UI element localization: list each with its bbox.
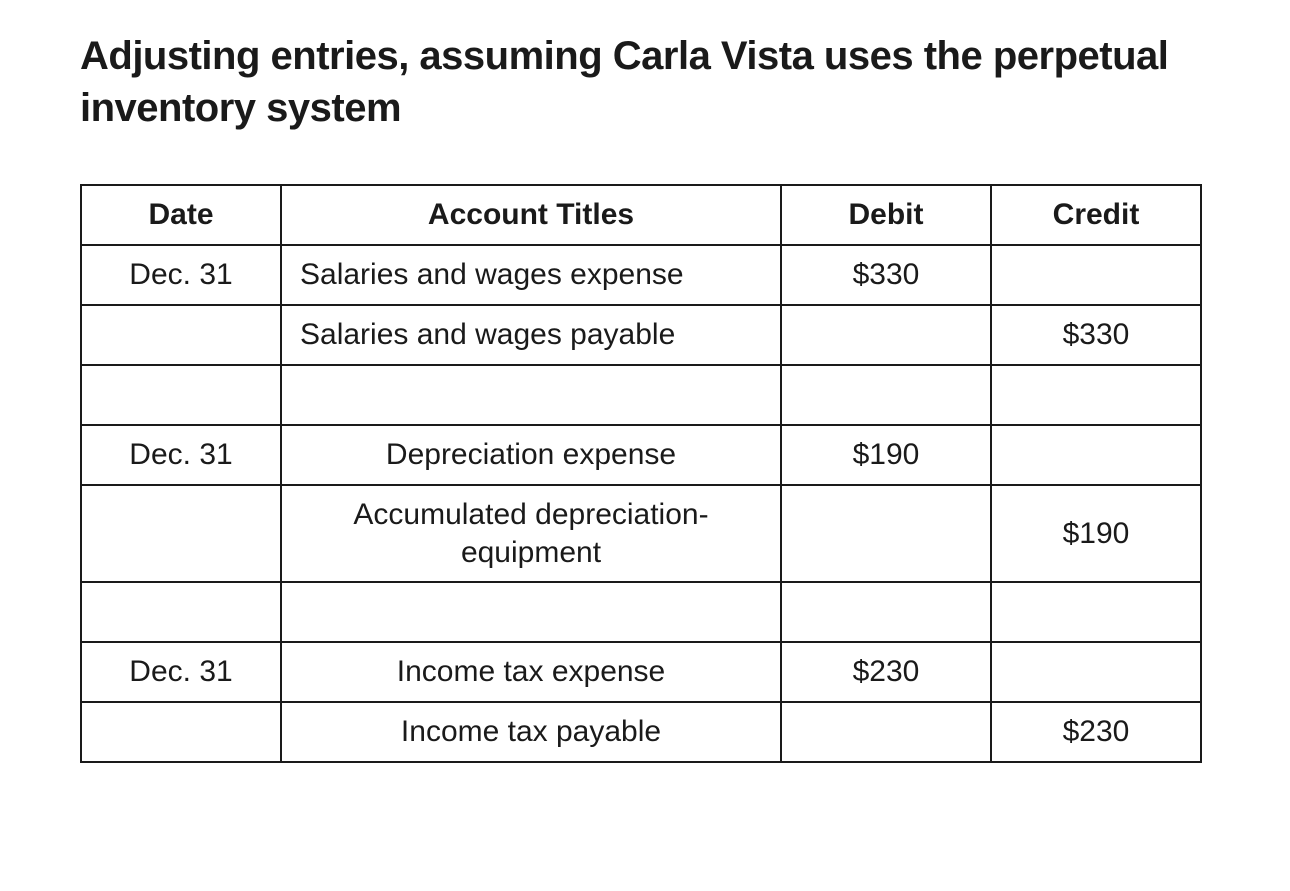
cell-date xyxy=(81,702,281,762)
table-row xyxy=(81,365,1201,425)
cell-credit xyxy=(991,642,1201,702)
table-row xyxy=(81,582,1201,642)
cell-date xyxy=(81,305,281,365)
cell-credit: $190 xyxy=(991,485,1201,582)
cell-account: Income tax expense xyxy=(281,642,781,702)
cell-account: Accumulated depreciation-equipment xyxy=(281,485,781,582)
cell-credit xyxy=(991,245,1201,305)
table-row: Salaries and wages payable $330 xyxy=(81,305,1201,365)
col-header-debit: Debit xyxy=(781,185,991,245)
cell-debit: $330 xyxy=(781,245,991,305)
table-header-row: Date Account Titles Debit Credit xyxy=(81,185,1201,245)
table-row: Dec. 31Salaries and wages expense$330 xyxy=(81,245,1201,305)
cell-account: Salaries and wages expense xyxy=(281,245,781,305)
cell-credit xyxy=(991,582,1201,642)
cell-date: Dec. 31 xyxy=(81,245,281,305)
cell-debit xyxy=(781,702,991,762)
cell-debit xyxy=(781,305,991,365)
table-body: Dec. 31Salaries and wages expense$330Sal… xyxy=(81,245,1201,762)
table-row: Dec. 31Depreciation expense$190 xyxy=(81,425,1201,485)
table-row: Income tax payable $230 xyxy=(81,702,1201,762)
table-row: Accumulated depreciation-equipment $190 xyxy=(81,485,1201,582)
table-row: Dec. 31Income tax expense$230 xyxy=(81,642,1201,702)
cell-account: Salaries and wages payable xyxy=(281,305,781,365)
cell-date: Dec. 31 xyxy=(81,642,281,702)
cell-date: Dec. 31 xyxy=(81,425,281,485)
cell-account: Income tax payable xyxy=(281,702,781,762)
cell-debit xyxy=(781,485,991,582)
cell-date xyxy=(81,582,281,642)
cell-debit: $190 xyxy=(781,425,991,485)
cell-credit xyxy=(991,365,1201,425)
cell-credit: $330 xyxy=(991,305,1201,365)
cell-account xyxy=(281,582,781,642)
cell-debit xyxy=(781,582,991,642)
col-header-date: Date xyxy=(81,185,281,245)
cell-debit: $230 xyxy=(781,642,991,702)
cell-account: Depreciation expense xyxy=(281,425,781,485)
cell-date xyxy=(81,485,281,582)
page-title: Adjusting entries, assuming Carla Vista … xyxy=(80,30,1210,134)
col-header-account: Account Titles xyxy=(281,185,781,245)
cell-account xyxy=(281,365,781,425)
cell-date xyxy=(81,365,281,425)
cell-credit xyxy=(991,425,1201,485)
cell-debit xyxy=(781,365,991,425)
cell-credit: $230 xyxy=(991,702,1201,762)
adjusting-entries-table: Date Account Titles Debit Credit Dec. 31… xyxy=(80,184,1202,763)
col-header-credit: Credit xyxy=(991,185,1201,245)
